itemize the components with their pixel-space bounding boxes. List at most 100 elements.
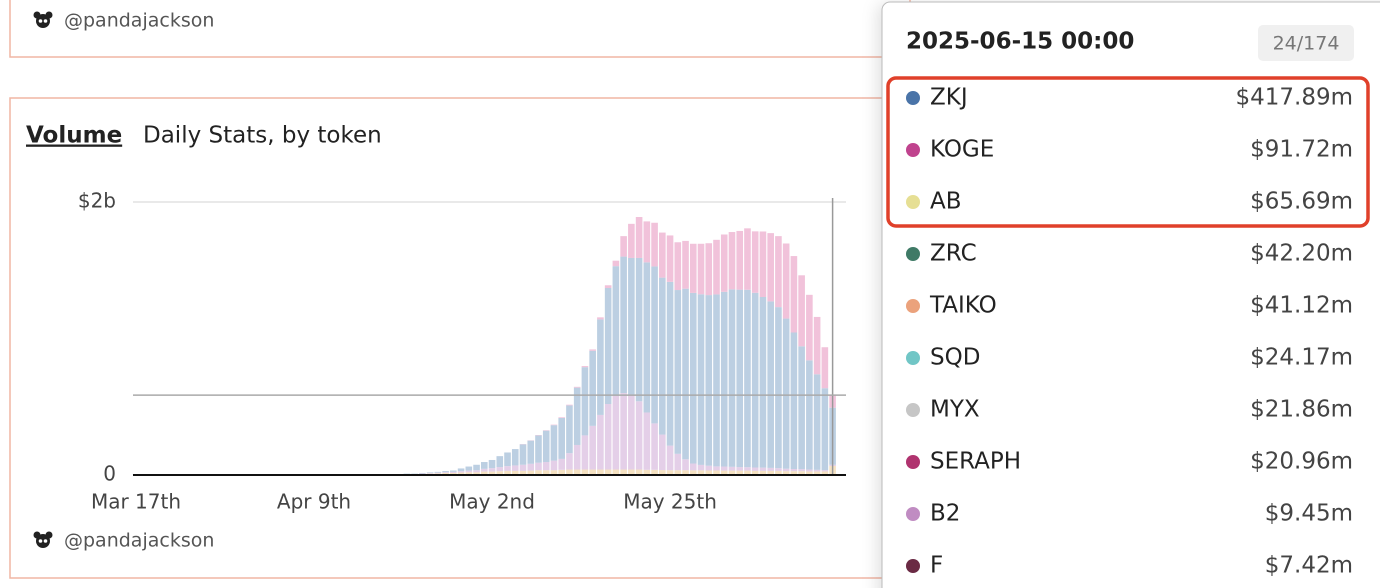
bar-segment (775, 236, 782, 308)
bar-segment (728, 289, 736, 467)
y-tick-label: $2b (78, 189, 116, 213)
bar-segment (620, 469, 627, 475)
bar-segment (806, 471, 813, 475)
bar-segment (504, 466, 511, 471)
bar-segment (589, 469, 596, 475)
bar-segment (581, 366, 589, 368)
x-tick-label: Mar 17th (91, 490, 181, 514)
token-name: TAIKO (929, 293, 997, 319)
y-tick-label: 0 (103, 462, 116, 486)
x-tick-label: May 2nd (449, 490, 535, 514)
bar-segment (481, 471, 488, 475)
bar-segment (527, 440, 535, 464)
bar-segment (473, 472, 480, 475)
token-value: $91.72m (1250, 137, 1353, 163)
bar-segment (558, 417, 565, 459)
bar-segment (589, 349, 596, 351)
bar-segment (496, 471, 504, 475)
bar-segment (674, 470, 682, 475)
bar-segment (620, 393, 627, 470)
bar-segment (434, 471, 442, 473)
bar-segment (813, 374, 821, 470)
bar-segment (813, 471, 821, 475)
bar-segment (457, 471, 465, 473)
bar-segment (782, 243, 790, 319)
legend-dot (906, 507, 920, 521)
bar-segment (736, 230, 744, 290)
bar-segment (597, 319, 604, 415)
bar-segment (612, 469, 620, 475)
bar-segment (689, 292, 697, 464)
bar-segment (705, 243, 713, 296)
bar-segment (542, 462, 550, 471)
bar-segment (620, 256, 627, 394)
bar-segment (450, 472, 457, 475)
bar-segment (659, 434, 666, 471)
bar-segment (697, 243, 705, 295)
bar-segment (558, 417, 565, 418)
bar-segment (519, 444, 527, 465)
bar-segment (759, 231, 767, 298)
chart-title[interactable]: Volume (26, 123, 122, 149)
tooltip-panel (881, 1, 1380, 588)
bar-segment (736, 289, 744, 468)
bar-segment (813, 316, 821, 375)
token-name: SERAPH (930, 449, 1021, 475)
bar-segment (806, 469, 813, 472)
counter: 24/174 (1273, 33, 1340, 55)
bar-segment (465, 472, 473, 475)
bar-segment (651, 266, 658, 424)
bar-segment (442, 472, 449, 475)
bar-segment (720, 291, 728, 467)
bar-segment (697, 470, 705, 475)
bar-segment (821, 470, 829, 472)
x-tick-label: Apr 9th (277, 490, 351, 514)
bar-segment (720, 466, 728, 471)
bar-segment (775, 468, 782, 471)
bar-segment (643, 262, 651, 413)
bar-segment (465, 466, 473, 471)
bar-segment (573, 386, 581, 388)
bar-segment (628, 257, 635, 395)
plot: 0 $2b Mar 17th Apr 9th May 2nd May 25th (78, 189, 846, 514)
bar-segment (612, 395, 620, 470)
bar-segment (550, 425, 558, 461)
bar-segment (550, 460, 558, 471)
legend-dot (906, 351, 920, 365)
bar-segment (434, 472, 442, 474)
token-name: F (930, 553, 943, 579)
bar-segment (713, 294, 720, 467)
bar-segment (488, 468, 496, 472)
bar-segment (442, 472, 449, 473)
bar-segment (604, 287, 612, 405)
bar-segment (558, 458, 565, 470)
handle: @pandajackson (64, 10, 214, 32)
bar-segment (527, 470, 535, 475)
bar-segment (504, 452, 511, 467)
bar-segment (767, 467, 774, 471)
bar-segment (643, 221, 651, 263)
bar-segment (674, 290, 682, 454)
bar-segment (659, 470, 666, 475)
bar-segment (790, 471, 798, 475)
token-value: $7.42m (1265, 553, 1353, 579)
bar-segment (628, 223, 635, 258)
token-value: $20.96m (1250, 449, 1353, 475)
bar-segment (589, 350, 596, 426)
bar-segment (744, 289, 751, 468)
bar-segment (597, 469, 604, 475)
bar-segment (651, 222, 658, 267)
bar-segment (821, 471, 829, 475)
bar-segment (798, 346, 805, 470)
bar-segment (798, 469, 805, 472)
bar-segment (744, 228, 751, 290)
bar-segment (728, 470, 736, 475)
bar-segment (597, 414, 604, 470)
bar-segment (550, 424, 558, 426)
bar-segment (481, 468, 488, 472)
bar-segment (604, 469, 612, 475)
bar-segment (782, 468, 790, 472)
bar-segment (581, 435, 589, 470)
legend-dot (906, 403, 920, 417)
bar-segment (728, 466, 736, 471)
